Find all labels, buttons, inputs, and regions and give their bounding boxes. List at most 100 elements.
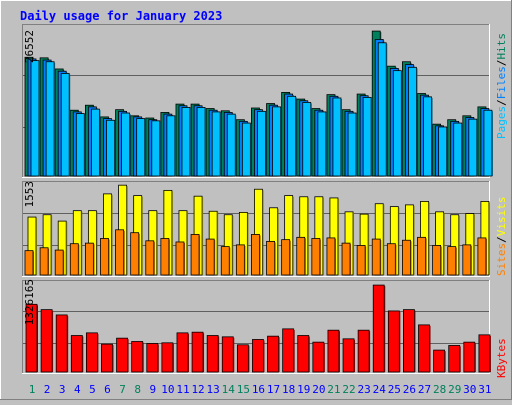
pages-bar xyxy=(302,102,312,177)
pages-bar xyxy=(453,122,463,177)
legend-hits-files-pages: Pages/Files/Hits xyxy=(495,33,508,139)
legend-kbytes-group: KBytes xyxy=(495,338,508,378)
x-tick-label: 11 xyxy=(176,383,189,396)
x-tick-label: 29 xyxy=(448,383,461,396)
sites-bar xyxy=(266,240,275,276)
pages-bar xyxy=(377,42,387,177)
pages-bar xyxy=(45,61,55,177)
x-tick-label: 31 xyxy=(478,383,491,396)
kbytes-bar xyxy=(146,343,159,373)
pages-bar xyxy=(332,97,342,177)
legend-sep-2: / xyxy=(495,60,508,67)
legend-files: Files xyxy=(495,66,508,99)
x-tick-label: 30 xyxy=(463,383,476,396)
pages-bar xyxy=(317,111,327,177)
kbytes-bar xyxy=(342,338,355,373)
x-tick-label: 20 xyxy=(312,383,325,396)
sites-bar xyxy=(24,250,34,276)
pages-bar xyxy=(362,97,372,177)
kbytes-bar xyxy=(478,334,491,373)
pages-bar xyxy=(408,66,417,177)
kbytes-bar xyxy=(252,339,264,373)
chart-title: Daily usage for January 2023 xyxy=(20,9,222,23)
sites-bar xyxy=(69,243,79,276)
x-axis-day-labels: 1 2 3 4 5 6 7 8 9 10 11 12 13 14 15 16 17 18 19 20 21 22 23 24 2… xyxy=(29,383,492,396)
kbytes-bar xyxy=(221,336,234,373)
pages-bar xyxy=(423,96,432,177)
sites-bar xyxy=(115,229,124,276)
x-tick-label: 4 xyxy=(74,383,81,396)
pages-bar xyxy=(196,107,206,177)
x-tick-label: 26 xyxy=(403,383,416,396)
pages-bar xyxy=(90,108,100,177)
kbytes-bar xyxy=(40,309,53,373)
sites-bar xyxy=(130,232,140,276)
kbytes-bar xyxy=(267,335,279,373)
legend-visits-sites: Sites/Visits xyxy=(495,197,508,277)
kbytes-bar xyxy=(191,331,204,373)
sites-bar xyxy=(175,241,185,276)
pages-bar xyxy=(121,112,130,177)
pages-bar xyxy=(75,113,85,177)
x-tick-label: 6 xyxy=(104,383,111,396)
pages-bar xyxy=(468,118,478,177)
x-tick-label: 10 xyxy=(161,383,174,396)
sites-bar xyxy=(220,246,230,276)
x-tick-label: 3 xyxy=(59,383,66,396)
pages-bar xyxy=(257,110,266,177)
x-tick-label: 14 xyxy=(222,383,236,396)
kbytes-bar xyxy=(372,284,385,373)
visits-ymax-label: 1553 xyxy=(23,181,36,208)
pages-bar xyxy=(211,111,221,177)
hits-ymax-label: 26552 xyxy=(23,30,36,63)
x-tick-label: 2 xyxy=(44,383,51,396)
x-tick-label: 1 xyxy=(29,383,36,396)
sites-bar xyxy=(205,238,215,276)
sites-bar xyxy=(145,240,155,276)
kbytes-bar xyxy=(297,335,310,373)
kbytes-bar xyxy=(70,335,83,373)
kbytes-bar xyxy=(418,324,430,373)
pages-bar xyxy=(136,118,146,177)
sites-bar xyxy=(326,237,336,276)
kbytes-bar xyxy=(387,310,400,373)
sites-bar xyxy=(402,239,411,276)
visits-sites-panel xyxy=(22,181,490,277)
kbytes-bar xyxy=(463,341,476,373)
x-tick-label: 25 xyxy=(388,383,401,396)
kbytes-bar xyxy=(55,314,68,373)
legend-kbytes: KBytes xyxy=(495,338,508,378)
x-tick-label: 28 xyxy=(433,383,446,396)
x-tick-label: 22 xyxy=(342,383,355,396)
sites-bar xyxy=(190,234,200,276)
kbytes-bar xyxy=(101,343,113,373)
x-tick-label: 18 xyxy=(282,383,295,396)
legend-sep-3: / xyxy=(495,236,508,243)
kbytes-bar xyxy=(327,329,340,373)
pages-bar xyxy=(241,122,251,177)
pages-bar xyxy=(166,115,176,177)
sites-bar xyxy=(356,245,366,276)
kbytes-bar xyxy=(161,342,174,373)
x-tick-label: 15 xyxy=(237,383,250,396)
pages-bar xyxy=(106,119,115,177)
sites-bar xyxy=(281,239,291,276)
pages-bar xyxy=(226,113,236,177)
pages-bar xyxy=(272,106,281,177)
kbytes-ymax-label: 1326165 xyxy=(23,279,36,325)
sites-bar xyxy=(417,236,426,276)
sites-bar xyxy=(100,238,109,276)
sites-bar xyxy=(447,246,457,276)
kbytes-bar xyxy=(357,329,370,373)
sites-bar xyxy=(477,237,487,276)
pages-bar xyxy=(483,109,493,177)
sites-bar xyxy=(235,244,245,276)
sites-bar xyxy=(296,236,306,276)
kbytes-bar xyxy=(131,341,144,373)
legend-pages: Pages xyxy=(495,106,508,139)
pages-bar xyxy=(60,73,70,177)
x-tick-label: 8 xyxy=(134,383,141,396)
x-tick-label: 24 xyxy=(373,383,387,396)
